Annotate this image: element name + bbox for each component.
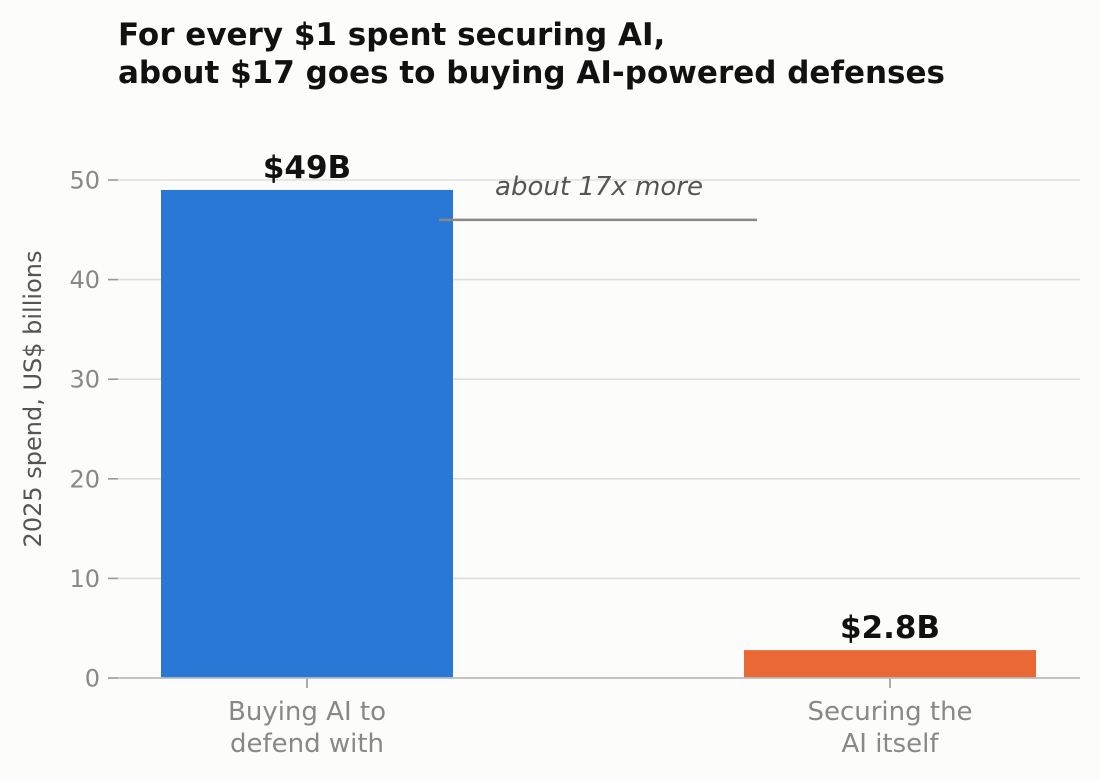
annotation-text: about 17x more [495, 172, 703, 202]
y-tick-label: 40 [69, 266, 100, 294]
chart-title-line-2: about $17 goes to buying AI-powered defe… [118, 55, 945, 91]
y-tick-label: 50 [69, 167, 100, 195]
axes [108, 179, 1080, 688]
x-tick-label: Buying AI to [228, 697, 386, 727]
y-tick-label: 30 [69, 366, 100, 394]
chart-title-line-1: For every $1 spent securing AI, [118, 17, 666, 53]
bar-value-label: $49B [263, 150, 351, 186]
bar [161, 189, 453, 678]
x-tick-label: AI itself [841, 729, 939, 759]
bar [744, 650, 1036, 678]
chart-title: For every $1 spent securing AI, about $1… [118, 16, 945, 92]
bar-value-label: $2.8B [840, 610, 940, 646]
y-axis-label: 2025 spend, US$ billions [19, 251, 47, 548]
y-tick-label: 0 [85, 665, 100, 693]
x-tick-label: Securing the [807, 697, 972, 727]
y-tick-label: 10 [69, 565, 100, 593]
bars [161, 189, 1036, 678]
y-tick-label: 20 [69, 465, 100, 493]
x-tick-label: defend with [230, 729, 384, 759]
